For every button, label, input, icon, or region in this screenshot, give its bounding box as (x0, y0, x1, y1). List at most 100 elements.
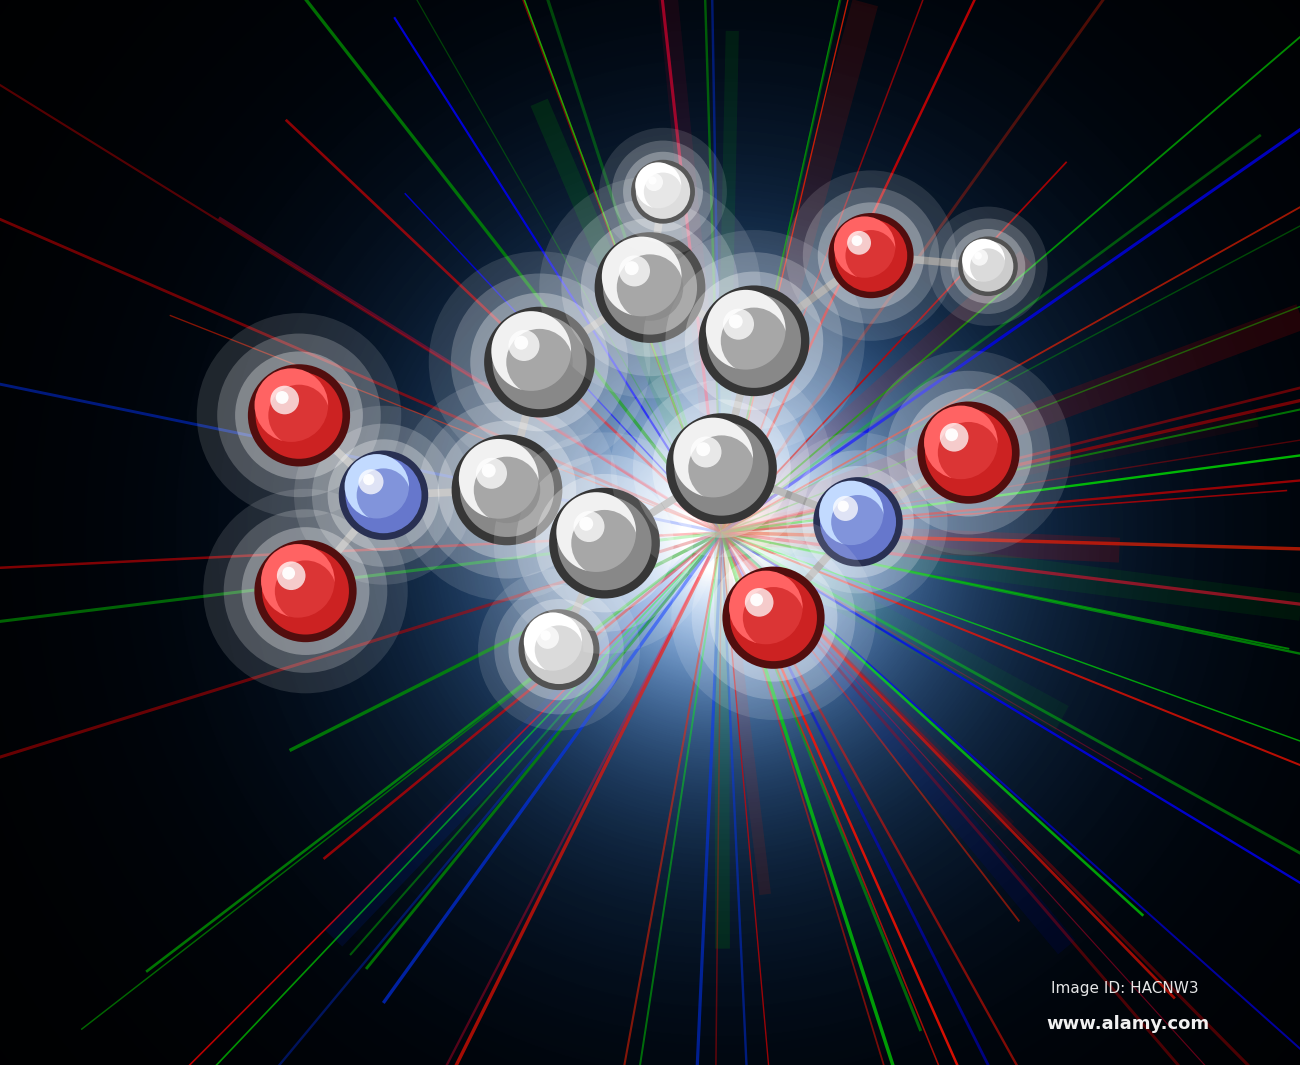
Circle shape (819, 480, 884, 545)
Circle shape (786, 450, 930, 593)
Circle shape (494, 432, 715, 654)
Circle shape (508, 599, 610, 701)
Circle shape (918, 402, 1019, 504)
Circle shape (235, 351, 363, 479)
Circle shape (905, 389, 1032, 517)
Circle shape (356, 469, 411, 522)
Circle shape (685, 272, 823, 410)
Circle shape (845, 230, 897, 281)
Circle shape (649, 177, 656, 184)
Circle shape (203, 489, 408, 693)
Circle shape (653, 399, 790, 538)
Circle shape (768, 432, 948, 611)
Circle shape (268, 384, 330, 446)
Circle shape (594, 232, 706, 343)
Circle shape (671, 515, 876, 720)
Circle shape (814, 477, 902, 567)
Circle shape (720, 308, 788, 374)
Circle shape (459, 439, 538, 519)
Circle shape (690, 437, 722, 468)
Circle shape (673, 417, 753, 497)
Circle shape (975, 252, 982, 260)
Circle shape (958, 236, 1018, 296)
Circle shape (848, 231, 871, 255)
Circle shape (706, 290, 785, 370)
Circle shape (962, 239, 1005, 282)
Circle shape (256, 372, 342, 459)
Circle shape (636, 162, 681, 209)
Circle shape (571, 510, 638, 576)
Circle shape (666, 252, 842, 429)
Circle shape (710, 554, 837, 682)
Circle shape (750, 593, 763, 606)
Circle shape (802, 466, 914, 577)
Circle shape (471, 293, 608, 431)
Circle shape (675, 422, 768, 515)
Circle shape (729, 571, 802, 644)
Circle shape (698, 285, 810, 396)
Circle shape (255, 368, 328, 442)
Circle shape (940, 423, 968, 452)
Text: www.alamy.com: www.alamy.com (1046, 1015, 1210, 1033)
Circle shape (692, 536, 855, 700)
Circle shape (835, 219, 907, 292)
Circle shape (745, 588, 774, 617)
Circle shape (438, 421, 576, 559)
Circle shape (516, 455, 693, 632)
Circle shape (603, 241, 697, 334)
Circle shape (282, 567, 295, 579)
Circle shape (729, 314, 742, 328)
Circle shape (937, 422, 1000, 484)
Circle shape (611, 358, 832, 579)
Circle shape (599, 128, 727, 256)
Circle shape (478, 569, 640, 731)
Circle shape (633, 380, 810, 557)
Circle shape (666, 413, 777, 524)
Circle shape (580, 517, 593, 530)
Circle shape (928, 207, 1048, 326)
Circle shape (625, 261, 638, 275)
Circle shape (742, 587, 805, 649)
Circle shape (339, 450, 428, 540)
Circle shape (451, 274, 628, 450)
Circle shape (312, 424, 455, 567)
Circle shape (255, 540, 356, 642)
Circle shape (537, 626, 559, 649)
Circle shape (887, 371, 1050, 535)
Text: Image ID: HACNW3: Image ID: HACNW3 (1050, 981, 1199, 996)
Circle shape (429, 251, 650, 473)
Circle shape (837, 501, 849, 512)
Circle shape (602, 236, 681, 316)
Circle shape (473, 457, 541, 523)
Circle shape (573, 511, 604, 542)
Circle shape (831, 495, 885, 548)
Circle shape (970, 248, 1006, 284)
Circle shape (277, 561, 305, 590)
Circle shape (476, 458, 507, 489)
Circle shape (274, 560, 337, 622)
Circle shape (460, 443, 554, 537)
Circle shape (558, 496, 651, 590)
Circle shape (270, 386, 299, 414)
Circle shape (556, 492, 636, 572)
Circle shape (616, 255, 684, 321)
Circle shape (396, 379, 618, 601)
Circle shape (645, 174, 663, 191)
Circle shape (623, 152, 703, 232)
Circle shape (828, 213, 914, 298)
Circle shape (196, 313, 402, 518)
Circle shape (263, 547, 348, 635)
Circle shape (866, 350, 1071, 555)
Circle shape (524, 612, 582, 671)
Circle shape (612, 141, 714, 243)
Circle shape (482, 463, 495, 477)
Circle shape (636, 165, 690, 219)
Circle shape (630, 160, 696, 224)
Circle shape (359, 470, 383, 494)
Circle shape (242, 527, 369, 655)
Circle shape (328, 439, 439, 552)
Circle shape (785, 170, 957, 341)
Circle shape (833, 216, 896, 278)
Circle shape (541, 630, 551, 640)
Circle shape (562, 199, 738, 376)
